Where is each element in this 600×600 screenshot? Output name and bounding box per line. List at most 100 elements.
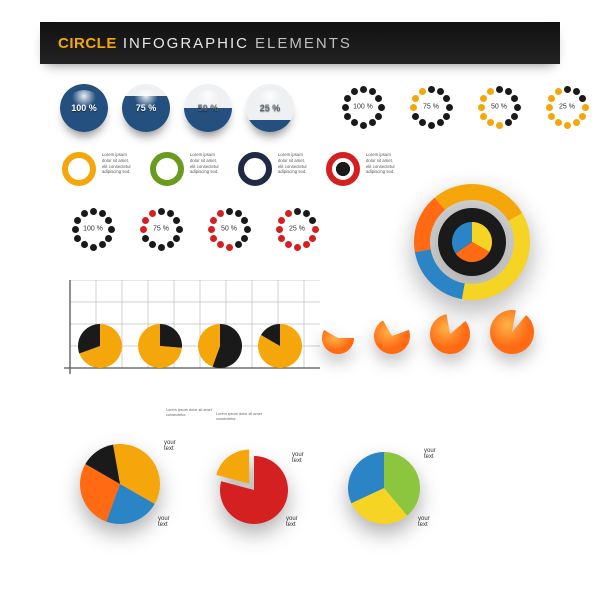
loader-dot [90,244,97,251]
loader-dot [487,88,494,95]
loader-dot [369,119,376,126]
loader-dot [505,119,512,126]
pacman-row [320,308,536,356]
loader-dot [564,86,571,93]
loader-dot [235,210,242,217]
loader-dot [278,235,285,242]
progress-sphere: 100 % [60,84,108,132]
loader-dot [241,235,248,242]
loader-dot [375,113,382,120]
dot-loader: 50 % [476,84,522,130]
dot-loader-label: 50 % [206,226,252,233]
dot-loader-label: 75 % [408,104,454,111]
dot-loader-row-red: 100 % 75 % 50 % 25 % [70,206,320,252]
loader-dot [303,210,310,217]
loader-dot [210,217,217,224]
loader-dot [428,122,435,129]
loader-dot [158,208,165,215]
sphere-label: 100 % [60,103,108,113]
header-word-3: ELEMENTS [255,35,352,52]
loader-dot [573,119,580,126]
loader-dot [173,217,180,224]
donut-legend-item: Lorem ipsum dolor sit amet, elit consect… [326,152,396,186]
dot-loader-label: 75 % [138,226,184,233]
sphere-label: 50 % [184,103,232,113]
loader-dot [351,119,358,126]
loader-dot [294,208,301,215]
dot-loader: 100 % [70,206,116,252]
loader-dot [360,86,367,93]
loader-dot [309,217,316,224]
donut-legend-text: Lorem ipsum dolor sit amet, elit consect… [190,152,220,175]
donut-legend-item: Lorem ipsum dolor sit amet, elit consect… [150,152,220,186]
loader-dot [105,217,112,224]
loader-dot [217,241,224,248]
pie-microtext: Lorem ipsum dolor sit amet consectetur. [166,408,220,417]
loader-dot [443,113,450,120]
dot-loader-label: 100 % [340,104,386,111]
loader-dot [505,88,512,95]
loader-dot [81,241,88,248]
pie-callout: your text [286,516,298,528]
dot-loader: 75 % [138,206,184,252]
loader-dot [511,95,518,102]
loader-dot [412,95,419,102]
loader-dot [167,210,174,217]
loader-dot [173,235,180,242]
loader-dot [210,235,217,242]
loader-dot [555,119,562,126]
donut-ring-icon [62,152,96,186]
loader-dot [285,241,292,248]
loader-dot [217,210,224,217]
loader-dot [167,241,174,248]
loader-dot [579,95,586,102]
loader-dot [344,113,351,120]
loader-dot [74,235,81,242]
dot-loader-row-orange: 100 % 75 % 50 % 25 % [340,84,590,130]
loader-dot [226,244,233,251]
loader-dot [74,217,81,224]
loader-dot [496,86,503,93]
progress-sphere: 50 % [184,84,232,132]
loader-dot [351,88,358,95]
loader-dot [419,88,426,95]
header-bar: CIRCLE INFOGRAPHIC ELEMENTS [40,22,560,64]
labeled-pie: your textyour text [338,442,430,554]
loader-dot [437,88,444,95]
loader-dot [105,235,112,242]
dot-loader: 50 % [206,206,252,252]
pie-callout: your text [164,440,176,452]
loader-dot [443,95,450,102]
loader-dot [241,217,248,224]
loader-dot [278,217,285,224]
pacman-icon [488,308,536,356]
loader-dot [149,210,156,217]
pacman-icon [372,316,412,356]
labeled-pie: your textyour textLorem ipsum dolor sit … [210,446,298,554]
header-word-2: INFOGRAPHIC [123,35,249,52]
sphere-row: 100 % 75 % 50 % 25 % [60,84,294,132]
loader-dot [573,88,580,95]
dot-loader-label: 25 % [544,104,590,111]
loader-dot [428,86,435,93]
loader-dot [496,122,503,129]
sphere-label: 25 % [246,103,294,113]
loader-dot [548,95,555,102]
loader-dot [419,119,426,126]
pacman-icon [428,312,472,356]
loader-dot [285,210,292,217]
loader-dot [309,235,316,242]
progress-sphere: 75 % [122,84,170,132]
pie-callout: your text [424,448,436,460]
donut-legend-row: Lorem ipsum dolor sit amet, elit consect… [62,152,396,186]
dot-loader-label: 25 % [274,226,320,233]
loader-dot [81,210,88,217]
loader-dot [579,113,586,120]
loader-dot [412,113,419,120]
donut-legend-item: Lorem ipsum dolor sit amet, elit consect… [62,152,132,186]
loader-dot [480,113,487,120]
donut-legend-text: Lorem ipsum dolor sit amet, elit consect… [102,152,132,175]
loader-dot [303,241,310,248]
donut-legend-item: Lorem ipsum dolor sit amet, elit consect… [238,152,308,186]
loader-dot [511,113,518,120]
